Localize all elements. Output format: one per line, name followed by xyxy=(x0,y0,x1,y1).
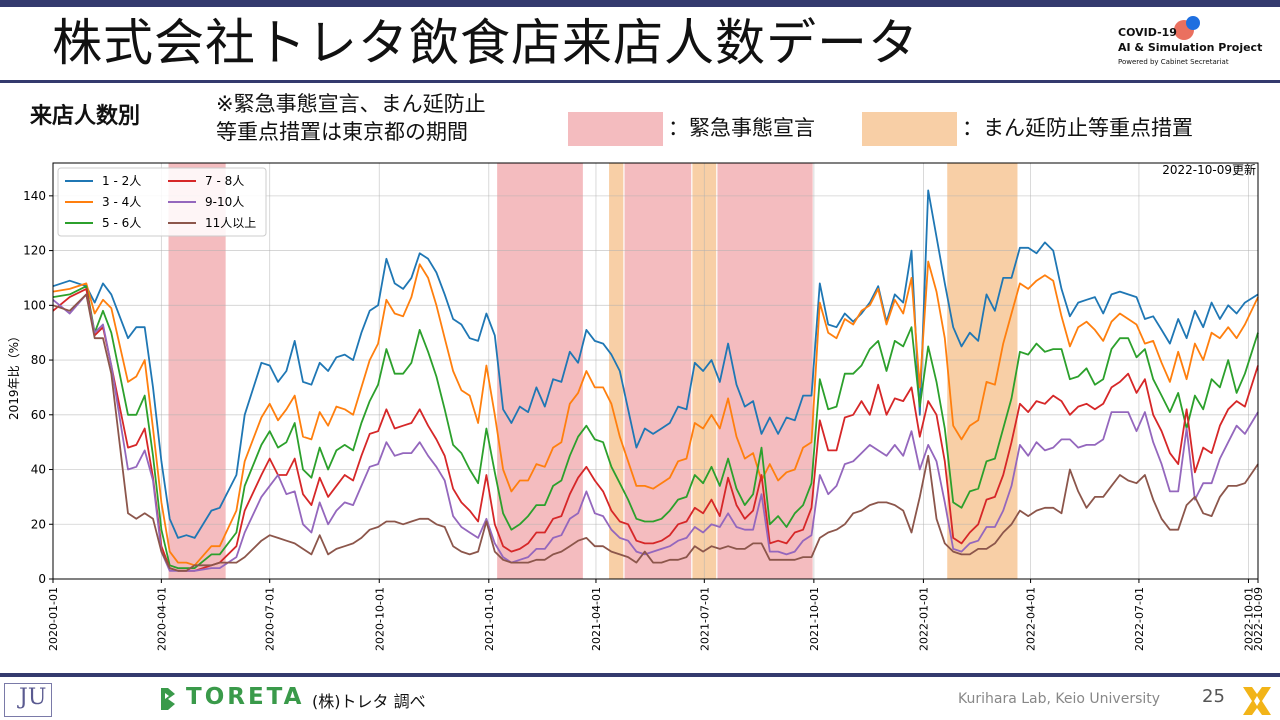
manen-period-band xyxy=(947,163,1018,579)
series-line xyxy=(52,285,1259,570)
x-tick-label: 2022-01-01 xyxy=(917,587,930,651)
covid-ai-project-logo: COVID-19 AI & Simulation Project Powered… xyxy=(1118,16,1268,72)
y-tick-label: 40 xyxy=(31,463,46,477)
x-tick-label: 2021-10-01 xyxy=(808,587,821,651)
x-mark-icon xyxy=(1243,687,1271,715)
title-divider xyxy=(0,80,1280,83)
x-tick-label: 2020-07-01 xyxy=(264,587,277,651)
kurihara-lab-logo-text: JU xyxy=(19,685,47,710)
legend-label: 1 - 2人 xyxy=(102,174,141,188)
manen-period-band xyxy=(609,163,624,579)
emergency-period-band xyxy=(497,163,583,579)
legend-label: 11人以上 xyxy=(205,216,256,230)
legend-label: 7 - 8人 xyxy=(205,174,244,188)
manen-legend-label: ：まん延防止等重点措置 xyxy=(962,116,1193,140)
section-subtitle: 来店人数別 xyxy=(30,104,141,129)
kurihara-lab-logo: JU xyxy=(4,683,52,717)
legend-label: 9-10人 xyxy=(205,195,244,209)
data-source: (株)トレタ 調べ xyxy=(312,692,426,711)
y-tick-label: 60 xyxy=(31,408,46,422)
logo-line-1: COVID-19 xyxy=(1118,26,1177,39)
logo-blue-dot xyxy=(1186,16,1200,30)
period-note-line-1: ※緊急事態宣言、まん延防止 xyxy=(216,92,486,116)
legend-label: 3 - 4人 xyxy=(102,195,141,209)
y-tick-label: 80 xyxy=(31,353,46,367)
legend-label: 5 - 6人 xyxy=(102,216,141,230)
period-note-line-2: 等重点措置は東京都の期間 xyxy=(216,120,468,144)
lab-credit: Kurihara Lab, Keio University xyxy=(958,691,1161,707)
plot-frame xyxy=(52,162,1259,580)
x-tick-label: 2021-07-01 xyxy=(698,587,711,651)
footer-divider xyxy=(0,673,1280,677)
series-line xyxy=(52,260,1259,567)
manen-legend-swatch xyxy=(862,112,957,146)
x-tick-label: 2022-04-01 xyxy=(1025,587,1038,651)
emergency-period-band xyxy=(624,163,692,579)
series-line xyxy=(52,287,1259,572)
y-axis-label: 2019年比（%） xyxy=(7,330,21,420)
toreta-mark-icon xyxy=(161,688,175,710)
logo-line-3: Powered by Cabinet Secretariat xyxy=(1118,58,1229,66)
page-number: 25 xyxy=(1202,686,1225,707)
toreta-logo: TORETA xyxy=(186,684,305,710)
emergency-legend-swatch xyxy=(568,112,663,146)
page-title: 株式会社トレタ飲食店来店人数データ xyxy=(52,14,919,72)
x-tick-label: 2020-04-01 xyxy=(155,587,168,651)
series-legend: 1 - 2人 3 - 4人 5 - 6人 7 - 8人 9-10人 11人以上 xyxy=(57,167,267,237)
emergency-legend-label: ：緊急事態宣言 xyxy=(668,116,815,140)
x-tick-label: 2021-04-01 xyxy=(590,587,603,651)
series-lines xyxy=(52,189,1259,572)
x-tick-label: 2022-10-09 xyxy=(1252,587,1265,651)
y-tick-label: 20 xyxy=(31,517,46,531)
x-tick-label: 2020-10-01 xyxy=(373,587,386,651)
chart-svg: 0 20 40 60 80 100 120 140 2020-01-01 2020-04-01 20… xyxy=(7,162,1265,651)
shaded-periods xyxy=(168,163,1018,579)
series-line xyxy=(52,189,1259,539)
axis-ticks: 0 20 40 60 80 100 120 140 2020-01-01 2020-04-01 20… xyxy=(23,189,1265,651)
x-tick-label: 2022-07-01 xyxy=(1133,587,1146,651)
period-note: ※緊急事態宣言、まん延防止 等重点措置は東京都の期間 xyxy=(216,90,486,146)
series-line xyxy=(52,293,1259,572)
x-tick-label: 2022-10-01 xyxy=(1242,587,1255,651)
y-tick-label: 100 xyxy=(23,298,46,312)
logo-line-2: AI & Simulation Project xyxy=(1118,41,1263,54)
x-tick-label: 2020-01-01 xyxy=(47,587,60,651)
y-tick-label: 140 xyxy=(23,189,46,203)
x-tick-label: 2021-01-01 xyxy=(483,587,496,651)
legend-box xyxy=(57,167,267,237)
y-tick-label: 0 xyxy=(38,572,46,586)
updated-label: 2022-10-09更新 xyxy=(1162,162,1256,177)
series-line xyxy=(52,293,1259,572)
visitor-chart: 0 20 40 60 80 100 120 140 2020-01-01 2020-04-01 20… xyxy=(0,150,1280,670)
top-bar xyxy=(0,0,1280,7)
y-tick-label: 120 xyxy=(23,244,46,258)
